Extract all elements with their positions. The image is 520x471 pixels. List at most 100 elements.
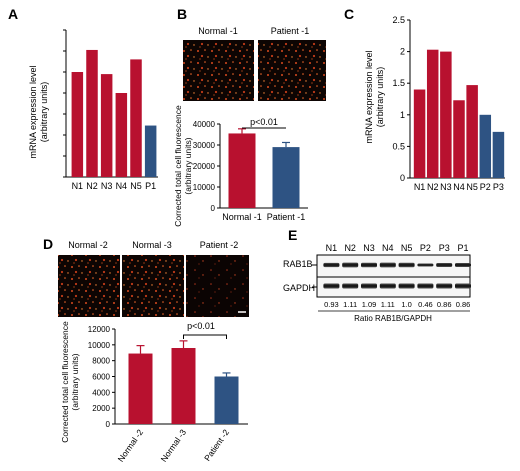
panel-letter-e: E xyxy=(288,227,297,243)
bar xyxy=(272,147,300,208)
ratio-value: 1.0 xyxy=(401,300,411,309)
lane-label: N2 xyxy=(344,243,356,253)
gapdh-band xyxy=(417,283,434,289)
bar xyxy=(214,376,239,424)
rab1b-band xyxy=(417,263,434,267)
panel-a-ylabel-line2: (arbitrary units) xyxy=(39,82,49,143)
panel-letter-a: A xyxy=(8,6,18,22)
y-tick-label: 30000 xyxy=(193,141,216,150)
x-tick-label: N2 xyxy=(427,182,439,192)
y-tick-label: 10000 xyxy=(88,341,111,350)
x-tick-label: Normal -1 xyxy=(222,212,262,222)
bar xyxy=(453,100,465,178)
x-tick-label: P1 xyxy=(145,181,156,191)
lane-label: P2 xyxy=(420,243,431,253)
x-tick-label: N1 xyxy=(414,182,426,192)
bar xyxy=(492,131,505,178)
lane-label: N4 xyxy=(382,243,394,253)
x-tick-label: N3 xyxy=(440,182,452,192)
ratio-value: 0.46 xyxy=(418,300,433,309)
panel-d-micrographs: Normal -2 Normal -3 Patient -2 xyxy=(58,240,249,317)
lane-label: N5 xyxy=(401,243,413,253)
panel-a-chart: mRNA expression level (arbitrary units) … xyxy=(28,29,158,191)
panel-e-row-label-rab1b: RAB1B xyxy=(283,259,313,269)
panel-d-ylabel-line1: Corrected total cell fluorescence xyxy=(60,321,70,443)
rab1b-band xyxy=(342,262,359,268)
y-tick-label: 40000 xyxy=(193,120,216,129)
rab1b-band xyxy=(379,262,396,268)
y-tick-label: 2.5 xyxy=(392,15,405,25)
bar xyxy=(86,49,98,178)
panel-b-micrograph-normal xyxy=(183,40,254,101)
lane-label: N1 xyxy=(326,243,338,253)
y-tick-label: 0 xyxy=(400,173,405,183)
panel-b-chart: Corrected total cell fluorescence (arbit… xyxy=(173,105,308,227)
gapdh-band xyxy=(342,283,359,289)
x-tick-label: P2 xyxy=(480,182,491,192)
x-tick-label: N2 xyxy=(86,181,98,191)
panel-e-blot-frame xyxy=(316,254,471,298)
panel-e-row-label-gapdh: GAPDH xyxy=(283,283,315,293)
rab1b-band xyxy=(398,262,415,268)
ratio-value: 0.86 xyxy=(437,300,452,309)
ratio-value: 1.09 xyxy=(362,300,377,309)
panel-c-chart: mRNA expression level (arbitrary units) … xyxy=(364,15,505,192)
panel-d-micrograph-patient2 xyxy=(186,255,249,317)
y-tick-label: 6000 xyxy=(92,373,110,382)
x-tick-label: N4 xyxy=(453,182,465,192)
lane-label: N3 xyxy=(363,243,375,253)
ratio-value: 0.86 xyxy=(456,300,471,309)
bar xyxy=(479,114,492,178)
gapdh-band xyxy=(398,283,415,289)
bar xyxy=(130,59,142,177)
significance-label: p<0.01 xyxy=(250,117,278,127)
panel-b-micrograph-patient xyxy=(258,40,326,101)
panel-letter-d: D xyxy=(43,236,53,252)
panel-letter-c: C xyxy=(344,6,354,22)
significance-bracket xyxy=(183,334,227,339)
y-tick-label: 10000 xyxy=(193,183,216,192)
bar xyxy=(100,74,113,177)
gapdh-band xyxy=(361,283,377,289)
y-tick-label: 1.5 xyxy=(392,78,405,88)
y-tick-label: 4000 xyxy=(92,388,110,397)
bar xyxy=(171,348,196,424)
panel-c-ylabel-line2: (arbitrary units) xyxy=(375,67,385,128)
y-tick-label: 2000 xyxy=(92,404,110,413)
y-tick-label: 2 xyxy=(400,47,405,57)
y-tick-label: 0 xyxy=(211,204,216,213)
y-tick-label: 1 xyxy=(400,110,405,120)
significance-label: p<0.01 xyxy=(187,321,215,331)
bar xyxy=(128,353,153,424)
panel-a-ylabel-line1: mRNA expression level xyxy=(28,65,38,158)
x-tick-label: N5 xyxy=(466,182,478,192)
lane-label: P1 xyxy=(457,243,468,253)
panel-e-ratio-label: Ratio RAB1B/GAPDH xyxy=(354,314,432,323)
bar xyxy=(440,51,452,178)
lane-label: P3 xyxy=(439,243,450,253)
rab1b-band xyxy=(323,262,340,268)
rab1b-band xyxy=(455,262,471,268)
bar xyxy=(71,72,84,177)
bar xyxy=(426,49,439,179)
ratio-value: 0.93 xyxy=(324,300,339,309)
panel-e-western-blot: RAB1B GAPDH Ratio RAB1B/GAPDH N1 0.93 N2 1.… xyxy=(283,243,471,323)
panel-b-micrographs: Normal -1 Patient -1 xyxy=(183,26,326,101)
rab1b-band xyxy=(361,262,377,268)
panel-letter-b: B xyxy=(177,6,187,22)
bar xyxy=(144,125,157,177)
y-tick-label: 20000 xyxy=(193,162,216,171)
panel-d-image-label-patient2: Patient -2 xyxy=(200,240,239,250)
panel-c-ylabel-line1: mRNA expression level xyxy=(364,50,374,143)
x-tick-label: Patient -2 xyxy=(202,427,231,463)
gapdh-band xyxy=(455,283,471,289)
y-tick-label: 0 xyxy=(106,420,111,429)
panel-d-ylabel-line2: (arbitrary units) xyxy=(70,353,80,410)
bar xyxy=(413,89,426,178)
y-tick-label: 0.5 xyxy=(392,141,405,151)
panel-d-image-label-normal3: Normal -3 xyxy=(132,240,172,250)
bar xyxy=(466,85,478,178)
gapdh-band xyxy=(436,283,453,289)
gapdh-band xyxy=(323,283,340,289)
